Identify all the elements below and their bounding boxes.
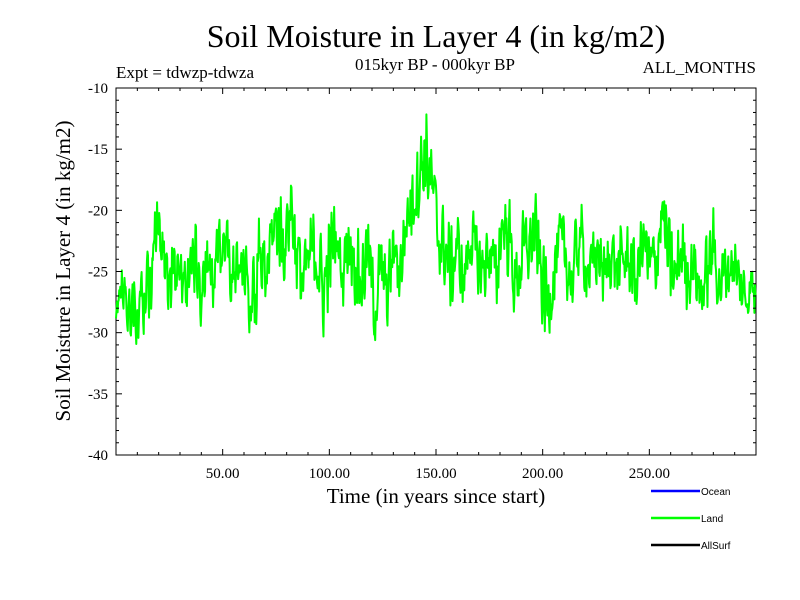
x-tick-label: 50.00 bbox=[206, 466, 240, 482]
x-tick-label: 250.00 bbox=[629, 466, 670, 482]
period-label: 015kyr BP - 000kyr BP bbox=[355, 55, 515, 74]
x-tick-label: 100.00 bbox=[309, 466, 350, 482]
x-axis-label: Time (in years since start) bbox=[327, 484, 546, 508]
legend-label: Land bbox=[701, 514, 723, 525]
series-layer bbox=[115, 113, 757, 345]
x-tick-label: 200.00 bbox=[522, 466, 563, 482]
chart-title: Soil Moisture in Layer 4 (in kg/m2) bbox=[207, 18, 666, 54]
legend: Ocean Land AllSurf bbox=[651, 487, 731, 552]
y-tick-label: -15 bbox=[88, 142, 108, 158]
experiment-label: Expt = tdwzp-tdwza bbox=[116, 63, 254, 82]
plot-area: 50.00 100.00 150.00 200.00 250.00 -40-35-30-… bbox=[88, 81, 757, 482]
months-label: ALL_MONTHS bbox=[643, 58, 756, 77]
x-axis: 50.00 100.00 150.00 200.00 250.00 bbox=[136, 88, 736, 482]
y-tick-label: -10 bbox=[88, 81, 108, 97]
series-line-land bbox=[115, 113, 757, 345]
y-tick-label: -40 bbox=[88, 448, 108, 464]
y-axis-label: Soil Moisture in Layer 4 (in kg/m2) bbox=[51, 121, 75, 422]
y-tick-label: -20 bbox=[88, 203, 108, 219]
y-tick-label: -25 bbox=[88, 265, 108, 281]
y-tick-label: -30 bbox=[88, 326, 108, 342]
y-tick-label: -35 bbox=[88, 387, 108, 403]
y-axis: -40 -35 -30 -25 -20 -15 -10 bbox=[88, 81, 756, 464]
legend-label: AllSurf bbox=[701, 541, 731, 552]
x-tick-label: 150.00 bbox=[415, 466, 456, 482]
legend-label: Ocean bbox=[701, 487, 730, 498]
